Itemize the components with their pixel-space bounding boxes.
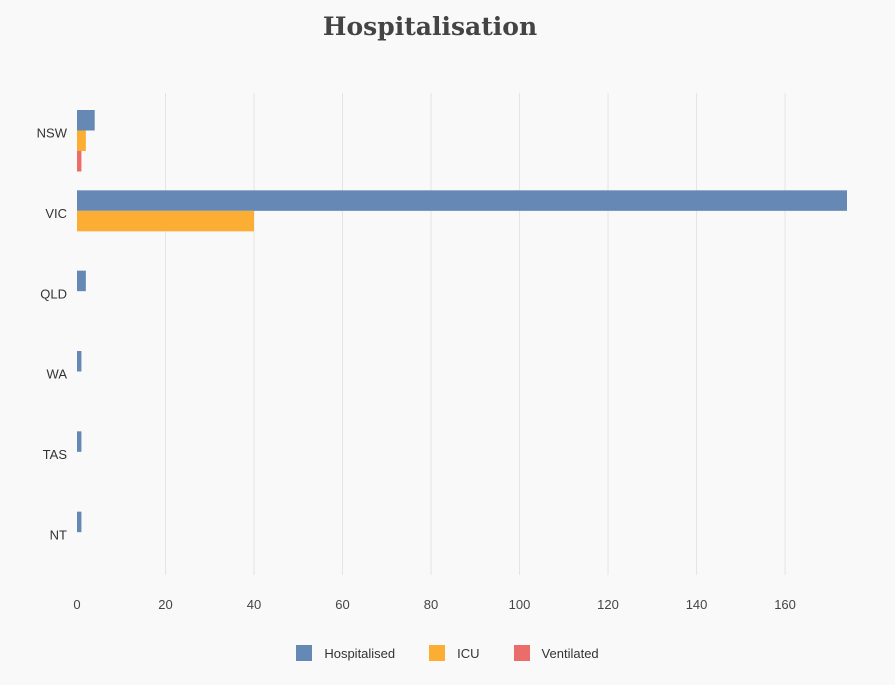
legend-swatch xyxy=(296,645,313,661)
legend-swatch xyxy=(513,645,530,661)
bar-hospitalised-tas xyxy=(77,431,82,452)
bar-icu-vic xyxy=(77,210,255,232)
legend-item-hospitalised[interactable]: Hospitalised xyxy=(296,645,395,661)
y-category-label: NT xyxy=(50,527,67,542)
x-tick-label: 60 xyxy=(335,597,349,612)
x-tick-label: 120 xyxy=(597,597,619,612)
x-tick-label: 40 xyxy=(247,597,261,612)
y-category-label: VIC xyxy=(45,206,67,221)
x-tick-label: 0 xyxy=(73,597,80,612)
bar-hospitalised-qld xyxy=(77,270,86,292)
bar-hospitalised-nsw xyxy=(77,110,95,131)
bar-hospitalised-wa xyxy=(77,351,82,372)
legend-item-icu[interactable]: ICU xyxy=(429,645,480,661)
legend-item-ventilated[interactable]: Ventilated xyxy=(513,645,599,661)
bar-icu-nsw xyxy=(77,130,86,151)
x-tick-label: 80 xyxy=(424,597,438,612)
bar-hospitalised-vic xyxy=(77,190,847,211)
chart-legend: Hospitalised ICU Ventilated xyxy=(0,645,895,661)
legend-swatch xyxy=(429,645,446,661)
y-category-label: QLD xyxy=(40,286,67,301)
legend-label: Hospitalised xyxy=(324,645,396,661)
bar-ventilated-nsw xyxy=(77,151,82,172)
y-category-label: TAS xyxy=(43,447,68,462)
y-category-label: WA xyxy=(47,367,68,382)
x-tick-label: 160 xyxy=(774,597,796,612)
x-tick-label: 140 xyxy=(686,597,708,612)
legend-label: Ventilated xyxy=(541,645,599,661)
y-category-label: NSW xyxy=(37,126,68,141)
bar-hospitalised-nt xyxy=(77,511,82,533)
chart-title: Hospitalisation xyxy=(322,12,538,41)
legend-label: ICU xyxy=(457,645,480,661)
x-tick-label: 20 xyxy=(158,597,172,612)
x-tick-label: 100 xyxy=(509,597,531,612)
